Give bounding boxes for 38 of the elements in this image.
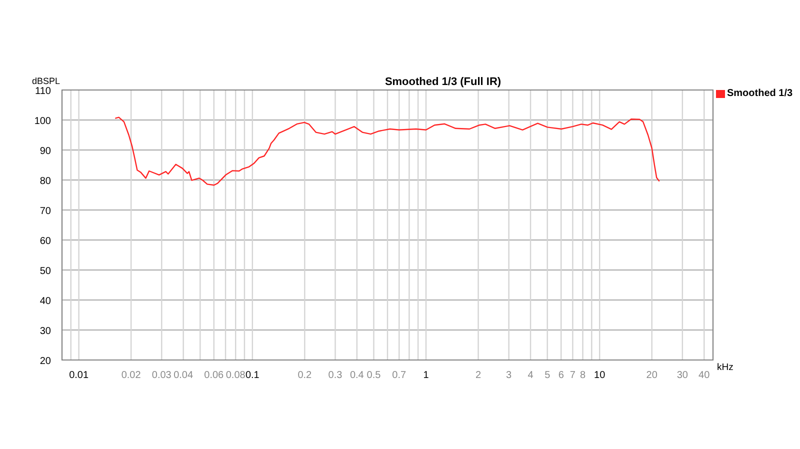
x-tick-label: 0.08 [226,370,246,381]
x-tick-label: 0.3 [328,370,343,381]
x-tick-label: 0.06 [204,370,224,381]
y-tick-label: 30 [40,326,52,337]
x-tick-label: 30 [676,370,688,381]
x-tick-label: 3 [506,370,512,381]
x-tick-label: 4 [528,370,534,381]
x-tick-label: 7 [570,370,576,381]
x-tick-label: 0.5 [366,370,382,381]
y-tick-label: 110 [35,86,52,97]
x-tick-label: 0.01 [69,370,89,381]
y-tick-label: 90 [40,146,52,157]
x-tick-label: 10 [594,370,606,381]
y-tick-label: 70 [40,206,52,217]
x-tick-label: 0.1 [245,370,260,381]
y-tick-label: 60 [40,236,52,247]
x-tick-label: 1 [423,370,430,381]
y-tick-label: 40 [40,296,52,307]
x-axis-title: kHz [717,362,734,373]
x-tick-label: 0.4 [350,370,364,381]
chart-title: Smoothed 1/3 (Full IR) [384,76,502,88]
y-tick-label: 50 [40,266,52,277]
y-axis-title: dBSPL [32,76,60,86]
y-tick-label: 80 [40,176,52,187]
x-tick-label: 5 [544,370,551,381]
legend-label: Smoothed 1/3 [727,88,793,100]
x-tick-label: 0.7 [392,370,407,381]
x-tick-label: 0.2 [298,370,312,381]
x-tick-label: 20 [646,370,658,381]
y-tick-label: 100 [34,116,52,127]
x-tick-label: 0.02 [121,370,142,381]
x-tick-label: 0.03 [152,370,172,381]
x-tick-label: 40 [698,370,710,381]
y-tick-label: 20 [40,356,52,367]
x-tick-label: 6 [558,370,564,381]
x-tick-label: 0.04 [174,370,194,381]
x-tick-label: 8 [580,370,586,381]
x-tick-label: 2 [475,370,482,381]
